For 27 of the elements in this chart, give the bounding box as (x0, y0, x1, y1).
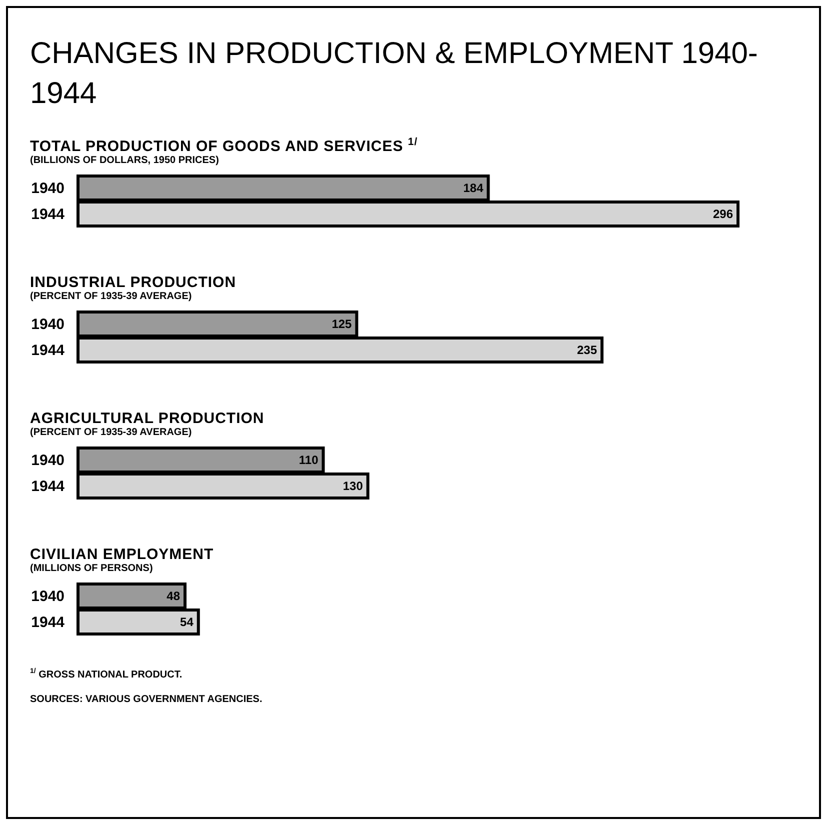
chart-title: AGRICULTURAL PRODUCTION (30, 410, 266, 427)
data-label: 48 (166, 588, 180, 603)
data-label: 54 (180, 615, 194, 630)
y-tick-label: 1940 (31, 180, 64, 197)
chart-title: CIVILIAN EMPLOYMENT (30, 546, 215, 563)
data-label: 130 (342, 479, 364, 494)
data-label: 296 (712, 207, 734, 222)
y-tick-label: 1944 (31, 206, 66, 224)
y-tick-label: 1944 (31, 614, 66, 632)
y-tick-label: 1944 (31, 342, 66, 360)
chart-title: INDUSTRIAL PRODUCTION (30, 274, 238, 291)
source-note: SOURCES: VARIOUS GOVERNMENT AGENCIES. (30, 694, 264, 706)
text: $^{1/}$ GROSS NATIONAL PRODUCT. (30, 668, 184, 680)
chart-subtitle: (BILLIONS OF DOLLARS, 1950 PRICES) (30, 155, 220, 166)
y-tick-label: 1940 (31, 452, 64, 469)
y-tick-label: 1940 (31, 316, 64, 333)
data-label: 125 (332, 316, 352, 331)
chart-subtitle: (PERCENT OF 1935-39 AVERAGE) (30, 427, 193, 438)
data-label: 110 (298, 452, 319, 467)
chart-title: TOTAL PRODUCTION OF GOODS AND SERVICES $^{1/}$ (30, 136, 419, 155)
data-label: 235 (576, 343, 598, 358)
chart-subtitle: (PERCENT OF 1935-39 AVERAGE) (30, 291, 193, 302)
y-tick-label: 1944 (31, 478, 66, 496)
data-label: 184 (463, 180, 484, 195)
chart-subtitle: (MILLIONS OF PERSONS) (30, 563, 154, 574)
text: CHANGES IN PRODUCTION & EMPLOYMENT 1940-1944 (30, 36, 759, 112)
y-tick-label: 1940 (31, 588, 64, 605)
